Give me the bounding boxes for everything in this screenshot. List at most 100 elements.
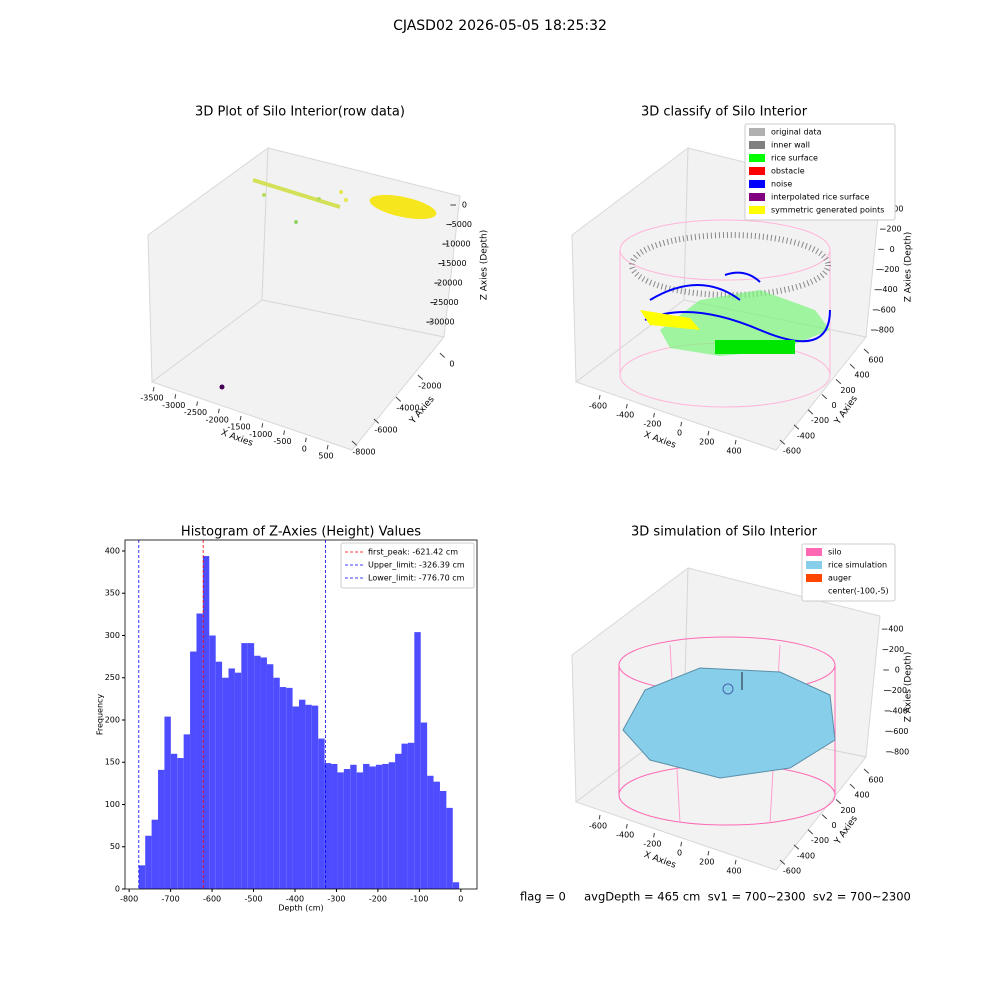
tick-mark [835, 798, 842, 805]
legend-swatch [806, 548, 822, 556]
legend-swatch [749, 206, 765, 214]
legend-swatch [749, 128, 765, 136]
y-tick-label: -600 [783, 447, 801, 456]
tick-mark [373, 418, 380, 424]
rice-surface-points [715, 340, 795, 354]
tick-mark [849, 363, 856, 369]
legend-swatch [749, 193, 765, 201]
inner-wall-points [629, 232, 831, 298]
bar [452, 882, 460, 889]
bar [145, 835, 152, 889]
tick-mark [779, 439, 786, 445]
y-tick-label: 300 [105, 631, 120, 640]
tick-mark [439, 352, 446, 358]
tick-mark [217, 408, 220, 414]
legend-swatch [749, 154, 765, 162]
x-tick-label: 500 [318, 452, 333, 461]
x-tick-label: -500 [273, 437, 291, 446]
x-tick-label: -2000 [206, 415, 229, 424]
plot-3d-raw-art [147, 146, 461, 451]
legend-label: center(-100,-5) [828, 587, 889, 596]
point-cluster [369, 194, 437, 220]
tick-mark [821, 394, 828, 400]
tick-mark [734, 439, 737, 445]
bar [382, 763, 389, 889]
tick-mark [779, 859, 786, 865]
legend-box [744, 123, 896, 221]
z-tick-label: -400 [880, 285, 898, 294]
x-tick-label: 200 [699, 858, 714, 867]
x-tick-label: -400 [616, 411, 634, 420]
y-tick-label: -2000 [418, 382, 441, 391]
point [294, 220, 298, 224]
bar [170, 753, 178, 889]
bar [446, 807, 453, 889]
bar [427, 775, 434, 889]
bar [401, 743, 408, 889]
bar [151, 819, 159, 889]
x-tick-label: 400 [726, 867, 741, 876]
tick-mark [707, 430, 710, 436]
tick-mark [326, 444, 329, 450]
legend-swatch [749, 141, 765, 149]
z-tick-label: -400 [890, 706, 908, 715]
y-tick-label: -4000 [396, 404, 419, 413]
x-tick-label: -600 [589, 822, 607, 831]
legend-box [340, 542, 475, 589]
bar [209, 635, 216, 889]
noise-points [644, 271, 831, 343]
y-tick-label: -200 [811, 836, 829, 845]
tick-mark [863, 768, 870, 774]
x-tick-label: -600 [203, 895, 221, 904]
z-tick-label: -200 [881, 265, 899, 274]
legend-label: obstacle [771, 167, 805, 176]
point [219, 384, 225, 390]
legend-swatch [749, 180, 765, 188]
bar [318, 738, 325, 889]
y-tick-label: 250 [105, 673, 120, 682]
y-tick-label: 600 [868, 355, 883, 364]
bar [414, 632, 421, 889]
z-tick-label: -200 [889, 686, 907, 695]
x-tick-label: -500 [244, 895, 262, 904]
y-tick-label: 400 [854, 791, 869, 800]
bar [222, 677, 229, 889]
bar [241, 643, 248, 889]
point [344, 198, 348, 202]
z-tick-label: -5000 [449, 220, 472, 229]
legend-swatch [749, 167, 765, 175]
legend-label: Lower_limit: -776.70 cm [368, 574, 465, 583]
center-marker [722, 683, 734, 695]
tick-mark [807, 829, 814, 835]
bar [363, 763, 370, 889]
bar [202, 556, 210, 889]
bar [215, 661, 223, 889]
bar [164, 716, 171, 889]
bar [298, 699, 306, 889]
legend-label: silo [828, 548, 842, 557]
bar [311, 705, 319, 889]
bar [273, 677, 280, 889]
figure-title: CJASD02 2026-05-05 18:25:32 [393, 18, 607, 34]
tick-mark [283, 430, 285, 435]
tick-mark [261, 423, 264, 428]
bar [190, 651, 197, 889]
bar [138, 865, 146, 889]
bar [324, 763, 332, 889]
rice-simulation-surface [622, 667, 836, 779]
z-tick-label: 200 [886, 225, 901, 234]
y-tick-label: 200 [105, 715, 120, 724]
bar [420, 722, 428, 889]
x-axis-label: Depth (cm) [278, 904, 323, 913]
x-tick-label: -400 [286, 895, 304, 904]
tick-mark [821, 814, 828, 820]
y-tick-label: 50 [110, 842, 120, 851]
z-tick-label: 0 [895, 666, 900, 675]
bar [369, 766, 376, 889]
legend-swatch [806, 561, 822, 569]
z-tick-label: 400 [888, 204, 903, 213]
legend-label: rice simulation [828, 561, 887, 570]
bar [433, 781, 440, 889]
y-axis-label: Frequency [96, 694, 105, 736]
tick-mark [417, 374, 424, 380]
